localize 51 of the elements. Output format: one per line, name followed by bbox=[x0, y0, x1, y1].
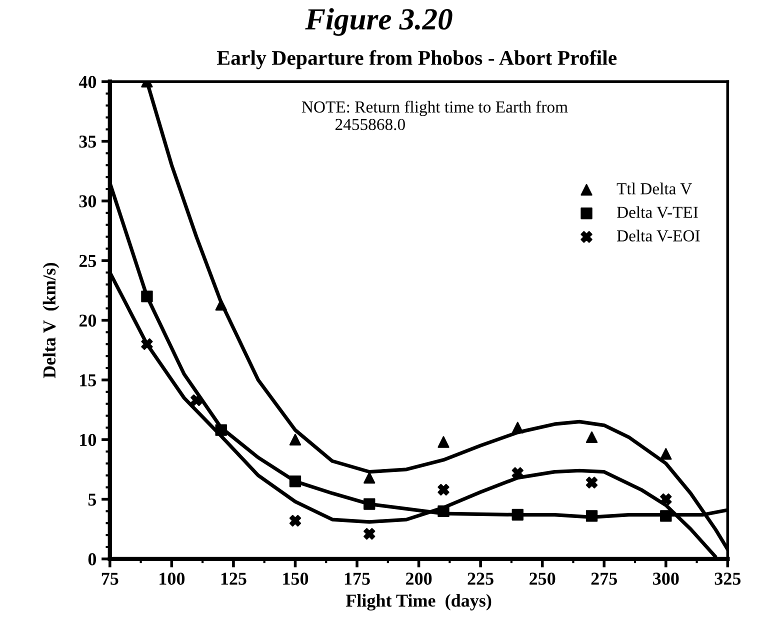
x-tick-label: 300 bbox=[653, 572, 679, 585]
point bbox=[364, 528, 376, 540]
point bbox=[512, 422, 524, 434]
x-tick-label: 175 bbox=[344, 572, 370, 585]
chart-title: Figure 3.20 bbox=[305, 8, 452, 36]
x-tick-label: 325 bbox=[714, 572, 741, 585]
point bbox=[215, 298, 227, 311]
point bbox=[586, 476, 598, 488]
y-tick-label: 30 bbox=[79, 195, 96, 208]
y-tick-label: 35 bbox=[79, 136, 96, 148]
point bbox=[438, 484, 450, 496]
point bbox=[289, 514, 302, 527]
x-tick-label: 75 bbox=[102, 572, 118, 585]
point bbox=[141, 290, 153, 302]
point bbox=[586, 431, 598, 444]
point bbox=[289, 434, 302, 446]
x-tick-label: 125 bbox=[221, 572, 246, 585]
y-tick-label: 15 bbox=[80, 374, 96, 386]
point bbox=[660, 448, 672, 460]
point bbox=[586, 510, 598, 522]
point bbox=[660, 510, 672, 522]
x-tick-label: 200 bbox=[406, 572, 432, 585]
x-axis-title: Flight Time (days) bbox=[346, 594, 492, 611]
point bbox=[289, 476, 302, 488]
point bbox=[660, 493, 672, 506]
x-tick-label: 250 bbox=[530, 572, 556, 585]
point bbox=[438, 436, 450, 448]
y-tick-label: 40 bbox=[78, 76, 96, 88]
y-tick-label: 5 bbox=[88, 494, 96, 506]
legend-label: Ttl Delta V bbox=[616, 182, 692, 194]
x-tick-label: 100 bbox=[160, 572, 185, 585]
point bbox=[141, 338, 153, 350]
point bbox=[364, 498, 376, 510]
point bbox=[512, 467, 524, 479]
y-axis-title: Delta V (km/s) bbox=[42, 262, 60, 378]
y-tick-label: 25 bbox=[79, 254, 96, 268]
x-tick-label: 275 bbox=[591, 572, 618, 585]
point bbox=[215, 424, 227, 436]
point bbox=[364, 472, 376, 484]
chart-subtitle: Early Departure from Phobos - Abort Profile bbox=[217, 50, 617, 70]
point bbox=[190, 394, 202, 406]
y-tick-label: 20 bbox=[79, 314, 96, 327]
x-tick-label: 225 bbox=[468, 572, 494, 585]
legend-label: Delta V-EOI bbox=[617, 230, 700, 242]
annotation: NOTE: Return flight time to Earth from 2455868.0 bbox=[302, 100, 568, 130]
y-tick-label: 0 bbox=[88, 553, 96, 566]
y-tick-label: 10 bbox=[80, 434, 96, 446]
point bbox=[512, 508, 524, 521]
legend-label: Delta V-TEI bbox=[617, 206, 698, 218]
point bbox=[438, 505, 450, 518]
x-tick-label: 150 bbox=[283, 572, 308, 585]
